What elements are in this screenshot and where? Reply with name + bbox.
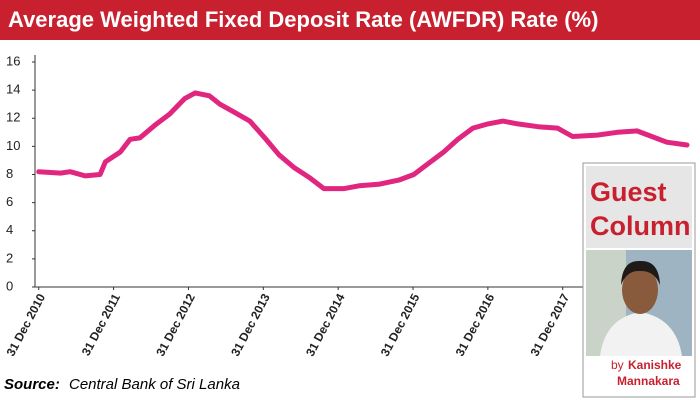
x-tick-label: 31 Dec 2017 bbox=[528, 291, 573, 359]
inset-heading: Guest bbox=[590, 177, 667, 207]
title-bar bbox=[0, 0, 700, 40]
x-tick-label: 31 Dec 2010 bbox=[4, 291, 49, 359]
chart-title: Average Weighted Fixed Deposit Rate (AWF… bbox=[8, 7, 598, 32]
inset-byline: by bbox=[611, 358, 624, 372]
x-tick-label: 31 Dec 2011 bbox=[79, 291, 123, 358]
y-tick-label: 2 bbox=[6, 250, 13, 265]
inset-author: Kanishke bbox=[628, 358, 682, 372]
x-tick-label: 31 Dec 2015 bbox=[378, 291, 423, 359]
x-tick-label: 31 Dec 2013 bbox=[228, 291, 273, 359]
inset-heading-box bbox=[586, 166, 692, 248]
photo-shirt bbox=[600, 312, 682, 356]
inset-heading: Column bbox=[590, 211, 691, 241]
y-tick-label: 16 bbox=[6, 53, 20, 68]
source: Central Bank of Sri Lanka bbox=[69, 376, 240, 393]
x-tick-label: 31 Dec 2014 bbox=[303, 291, 348, 359]
photo-face bbox=[622, 266, 658, 314]
y-tick-label: 6 bbox=[6, 194, 13, 209]
y-tick-label: 8 bbox=[6, 166, 13, 181]
y-tick-label: 0 bbox=[6, 278, 13, 293]
line bbox=[36, 90, 690, 192]
x-tick-label: 31 Dec 2016 bbox=[453, 291, 498, 359]
y-tick-label: 12 bbox=[6, 110, 20, 125]
source-label: Source: bbox=[4, 376, 60, 393]
y-tick-label: 14 bbox=[6, 82, 20, 97]
x-tick-label: 31 Dec 2012 bbox=[153, 291, 198, 359]
y-tick-label: 10 bbox=[6, 138, 20, 153]
guest-column: Guest Column by Kanishke Mannakara bbox=[582, 162, 696, 398]
inset-author: Mannakara bbox=[617, 374, 680, 388]
photo-hair bbox=[621, 260, 660, 285]
y-tick-label: 4 bbox=[6, 222, 13, 237]
